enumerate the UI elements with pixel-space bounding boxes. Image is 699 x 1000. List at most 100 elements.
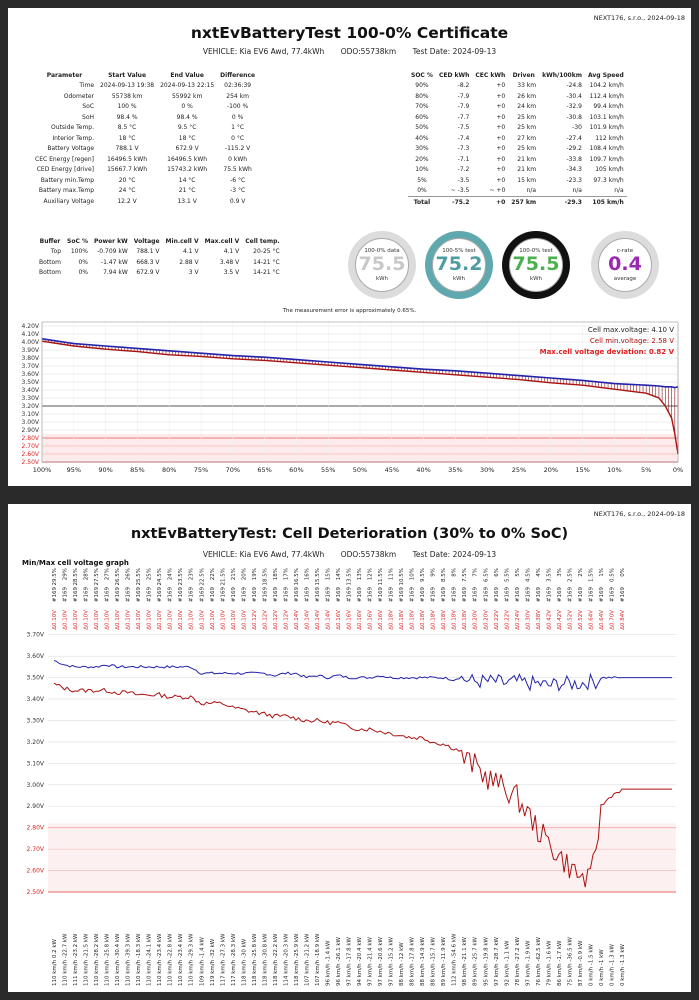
- param-cell: 20 °C: [118, 176, 136, 184]
- x-tick-label: 20%: [544, 466, 558, 474]
- param-cell: 14 °C: [178, 176, 196, 184]
- speed-power-label: 97 km/h -17.8 kW: [347, 936, 353, 986]
- soc-header: Avg Speed: [587, 71, 624, 79]
- soc-label: 18.5%: [262, 568, 268, 585]
- soc-label: 15.5%: [315, 568, 321, 585]
- gauge-label: c-rate: [616, 248, 634, 254]
- soc-header: SOC %: [411, 71, 433, 79]
- deviation-label: Δ0.10V: [136, 610, 142, 630]
- deviation-label: Δ0.84V: [620, 610, 626, 630]
- soc-cell: +0: [496, 92, 506, 100]
- cell-number-label: #169: [599, 587, 605, 603]
- param-cell: 18 °C: [178, 134, 196, 142]
- deviation-label: Δ0.14V: [325, 610, 331, 630]
- cell-deterioration-chart: 3.70V 3.60V 3.50V 3.40V 3.30V 3.20V 3.10V 3.00V…: [27, 568, 676, 986]
- soc-label: 25%: [147, 568, 153, 580]
- soc-cell: 101.9 km/h: [589, 124, 624, 132]
- soc-label: 22%: [210, 568, 216, 580]
- deviation-label: Δ0.20V: [473, 610, 479, 630]
- cell-number-label: #169: [189, 587, 195, 603]
- soc-cell: 33 km: [517, 82, 537, 90]
- soc-total-cell: +0: [472, 196, 509, 208]
- soc-label: 24%: [168, 568, 174, 580]
- low-voltage-zone: [48, 823, 676, 892]
- speed-power-label: 88 km/h -12 kW: [399, 942, 405, 986]
- soc-total-row: Total -75.2 +0 257 km -29.3 105 km/h: [408, 196, 627, 208]
- deviation-label: Δ0.10V: [157, 610, 163, 630]
- deviation-label: Δ0.14V: [304, 610, 310, 630]
- deviation-label: Δ0.18V: [410, 610, 416, 630]
- speed-power-label: 110 km/h 0.2 kW: [52, 938, 58, 986]
- soc-cell: -29.2: [566, 145, 582, 153]
- company-date: NEXT176, s.r.o., 2024-09-18: [593, 14, 685, 22]
- soc-total-cell: -29.3: [539, 196, 585, 208]
- x-tick-label: 60%: [289, 466, 303, 474]
- soc-label: 5.5%: [504, 568, 510, 582]
- speed-power-label: 110 km/h -29.3 kW: [189, 933, 195, 986]
- soc-row: 5% -3.5 +0 15 km -23.3 97.3 km/h: [408, 175, 627, 186]
- deviation-label: Δ0.10V: [220, 610, 226, 630]
- soc-cell: +0: [496, 145, 506, 153]
- cell-number-label: #169: [315, 587, 321, 603]
- param-cell: 15743.2 kWh: [167, 166, 208, 174]
- y-tick-label: 2.60V: [22, 451, 40, 458]
- buffer-cell: 14-21 °C: [253, 258, 280, 266]
- soc-label: 27.5%: [94, 568, 100, 585]
- cell-number-label: #169: [273, 587, 279, 603]
- company-date: NEXT176, s.r.o., 2024-09-18: [593, 510, 685, 518]
- buffer-cell: 788.1 V: [136, 248, 160, 256]
- cell-number-label: #169: [347, 587, 353, 603]
- deviation-label: Δ0.18V: [399, 610, 405, 630]
- speed-power-label: 79 km/h -1.6 kW: [546, 940, 552, 986]
- cell-number-label: #169: [241, 587, 247, 603]
- y-tick-label: 4.10V: [22, 331, 40, 338]
- buffer-cell: -0.709 kW: [97, 248, 128, 256]
- cell-number-label: #169: [483, 587, 489, 603]
- param-cell: Battery max.Temp: [38, 187, 95, 195]
- x-tick-label: 90%: [98, 466, 112, 474]
- energy-gauge: 100-5% test 75.2 kWh: [425, 231, 493, 299]
- x-tick-label: 40%: [416, 466, 430, 474]
- deviation-label: Δ0.18V: [420, 610, 426, 630]
- vehicle-label: VEHICLE: Kia EV6 Awd, 77.4kWh: [202, 550, 325, 559]
- gauge-label: 100-0% data: [364, 248, 400, 254]
- y-tick-label: 3.10V: [22, 411, 40, 418]
- speed-power-label: 110 km/h -22.7 kW: [63, 933, 69, 986]
- param-row: Outside Temp. 8.5 °C 9.5 °C 1 °C: [32, 123, 258, 134]
- cell-number-label: #169: [115, 587, 121, 603]
- param-cell: SoH: [82, 113, 95, 121]
- cell-number-label: #169: [147, 587, 153, 603]
- cell-number-label: #169: [504, 587, 510, 603]
- deviation-label: Δ0.14V: [315, 610, 321, 630]
- soc-cell: 15 km: [517, 176, 537, 184]
- soc-cell: 24 km: [517, 103, 537, 111]
- y-tick-label: 3.00V: [27, 782, 45, 789]
- soc-label: 6%: [494, 568, 500, 577]
- soc-cell: +0: [496, 155, 506, 163]
- deviation-label: Δ0.10V: [105, 610, 111, 630]
- soc-table: SOC % CED kWh CEC kWh Driven kWh/100km Avg Sp…: [408, 70, 627, 208]
- soc-header: kWh/100km: [542, 71, 582, 79]
- param-cell: 98.4 %: [176, 113, 198, 121]
- deterioration-page: NEXT176, s.r.o., 2024-09-18 nxtEvBattery…: [8, 504, 691, 992]
- gauge-unit: average: [613, 276, 637, 282]
- y-tick-label: 3.60V: [27, 653, 45, 660]
- param-cell: 15667.7 kWh: [107, 166, 148, 174]
- soc-cell: 21 km: [517, 155, 537, 163]
- gauge-label: 100-0% test: [519, 248, 553, 254]
- y-tick-label: 3.50V: [22, 379, 40, 386]
- buffer-cell: 3.48 V: [219, 258, 240, 266]
- deviation-label: Δ0.16V: [368, 610, 374, 630]
- soc-cell: 40%: [415, 134, 429, 142]
- soc-cell: +0: [496, 82, 506, 90]
- soc-cell: 5%: [417, 176, 427, 184]
- gauge-unit: kWh: [529, 276, 543, 282]
- cell-number-label: #169: [525, 587, 531, 603]
- gauge-value: 75.2: [435, 253, 483, 275]
- soc-label: 10.5%: [399, 568, 405, 585]
- soc-label: 23%: [189, 568, 195, 580]
- soc-cell: 99.4 km/h: [593, 103, 624, 111]
- deviation-label: Δ0.52V: [567, 610, 573, 630]
- soc-cell: -27.4: [566, 134, 582, 142]
- y-tick-label: 4.00V: [22, 339, 40, 346]
